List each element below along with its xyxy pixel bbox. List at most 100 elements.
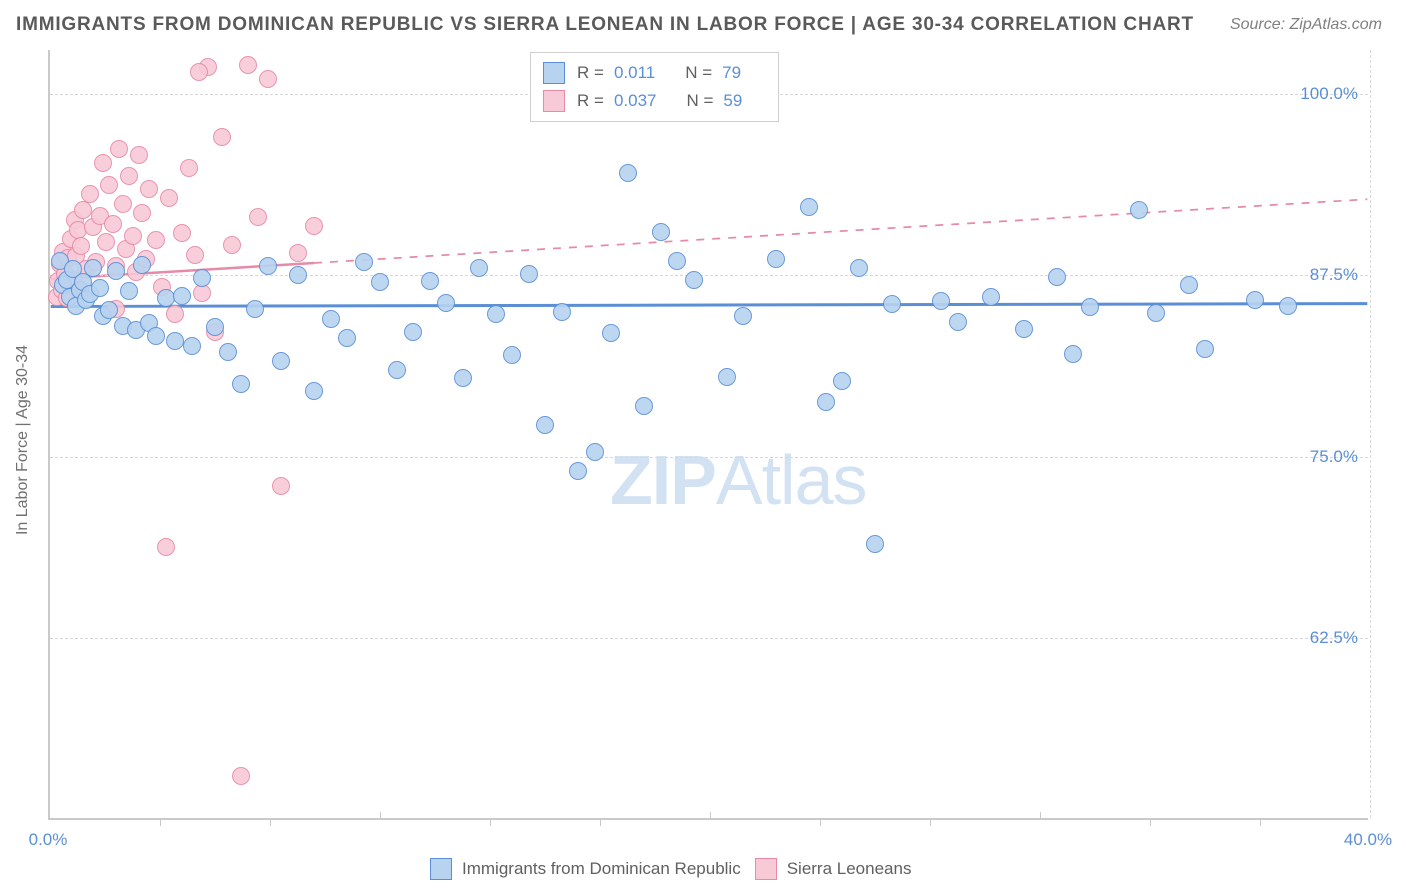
legend-swatch-sierra: [543, 90, 565, 112]
y-axis-title: In Labor Force | Age 30-34: [14, 345, 32, 535]
data-point-dominican: [866, 535, 884, 553]
data-point-dominican: [1081, 298, 1099, 316]
source-attribution: Source: ZipAtlas.com: [1230, 16, 1382, 34]
r-value-dominican: 0.011: [614, 63, 655, 83]
data-point-dominican: [817, 393, 835, 411]
data-point-dominican: [668, 252, 686, 270]
data-point-dominican: [272, 352, 290, 370]
data-point-sierra_leonean: [259, 70, 277, 88]
data-point-dominican: [734, 307, 752, 325]
n-label: N =: [686, 91, 713, 111]
data-point-dominican: [982, 288, 1000, 306]
data-point-sierra_leonean: [249, 208, 267, 226]
plot-area: ZIPAtlas 62.5%75.0%87.5%100.0%: [48, 50, 1368, 820]
data-point-dominican: [685, 271, 703, 289]
data-point-sierra_leonean: [114, 195, 132, 213]
y-tick-label: 100.0%: [1300, 84, 1358, 104]
data-point-sierra_leonean: [289, 244, 307, 262]
legend-swatch-dominican: [543, 62, 565, 84]
gridline-v: [380, 812, 381, 820]
data-point-dominican: [147, 327, 165, 345]
data-point-sierra_leonean: [272, 477, 290, 495]
data-point-sierra_leonean: [94, 154, 112, 172]
data-point-dominican: [206, 318, 224, 336]
data-point-dominican: [193, 269, 211, 287]
n-label: N =: [685, 63, 712, 83]
data-point-dominican: [1064, 345, 1082, 363]
data-point-sierra_leonean: [213, 128, 231, 146]
data-point-dominican: [437, 294, 455, 312]
data-point-dominican: [569, 462, 587, 480]
data-point-dominican: [120, 282, 138, 300]
data-point-sierra_leonean: [160, 189, 178, 207]
gridline-h: [50, 457, 1368, 458]
data-point-dominican: [289, 266, 307, 284]
x-minor-tick: [490, 818, 491, 826]
gridline-h: [50, 275, 1368, 276]
y-tick-label: 75.0%: [1310, 447, 1358, 467]
data-point-sierra_leonean: [97, 233, 115, 251]
n-value-dominican: 79: [722, 63, 741, 83]
data-point-dominican: [84, 259, 102, 277]
data-point-sierra_leonean: [100, 176, 118, 194]
legend-swatch-dominican: [430, 858, 452, 880]
data-point-dominican: [107, 262, 125, 280]
data-point-dominican: [718, 368, 736, 386]
data-point-dominican: [1279, 297, 1297, 315]
gridline-v: [1040, 812, 1041, 820]
data-point-sierra_leonean: [239, 56, 257, 74]
data-point-dominican: [305, 382, 323, 400]
legend-row-sierra: R = 0.037 N = 59: [543, 87, 760, 115]
data-point-dominican: [586, 443, 604, 461]
data-point-dominican: [232, 375, 250, 393]
data-point-dominican: [100, 301, 118, 319]
data-point-sierra_leonean: [72, 237, 90, 255]
data-point-dominican: [246, 300, 264, 318]
data-point-dominican: [355, 253, 373, 271]
data-point-dominican: [338, 329, 356, 347]
data-point-sierra_leonean: [130, 146, 148, 164]
data-point-sierra_leonean: [147, 231, 165, 249]
legend-row-dominican: R = 0.011 N = 79: [543, 59, 760, 87]
data-point-dominican: [883, 295, 901, 313]
data-point-dominican: [1147, 304, 1165, 322]
data-point-dominican: [932, 292, 950, 310]
data-point-dominican: [487, 305, 505, 323]
legend-item-sierra: Sierra Leoneans: [755, 858, 912, 880]
data-point-dominican: [157, 289, 175, 307]
data-point-dominican: [652, 223, 670, 241]
data-point-sierra_leonean: [124, 227, 142, 245]
legend-correlation: R = 0.011 N = 79 R = 0.037 N = 59: [530, 52, 779, 122]
legend-label-sierra: Sierra Leoneans: [787, 859, 912, 879]
data-point-sierra_leonean: [81, 185, 99, 203]
data-point-dominican: [470, 259, 488, 277]
data-point-sierra_leonean: [74, 201, 92, 219]
data-point-sierra_leonean: [232, 767, 250, 785]
x-minor-tick: [160, 818, 161, 826]
data-point-dominican: [1180, 276, 1198, 294]
data-point-sierra_leonean: [186, 246, 204, 264]
y-tick-label: 87.5%: [1310, 265, 1358, 285]
data-point-dominican: [173, 287, 191, 305]
data-point-sierra_leonean: [190, 63, 208, 81]
legend-item-dominican: Immigrants from Dominican Republic: [430, 858, 741, 880]
data-point-dominican: [91, 279, 109, 297]
data-point-dominican: [850, 259, 868, 277]
data-point-sierra_leonean: [120, 167, 138, 185]
data-point-sierra_leonean: [110, 140, 128, 158]
data-point-dominican: [1048, 268, 1066, 286]
legend-swatch-sierra: [755, 858, 777, 880]
data-point-dominican: [259, 257, 277, 275]
data-point-dominican: [536, 416, 554, 434]
r-value-sierra: 0.037: [614, 91, 657, 111]
x-minor-tick: [930, 818, 931, 826]
data-point-dominican: [454, 369, 472, 387]
data-point-dominican: [635, 397, 653, 415]
data-point-dominican: [371, 273, 389, 291]
data-point-dominican: [553, 303, 571, 321]
data-point-sierra_leonean: [180, 159, 198, 177]
x-minor-tick: [1150, 818, 1151, 826]
data-point-sierra_leonean: [133, 204, 151, 222]
data-point-dominican: [833, 372, 851, 390]
n-value-sierra: 59: [723, 91, 742, 111]
